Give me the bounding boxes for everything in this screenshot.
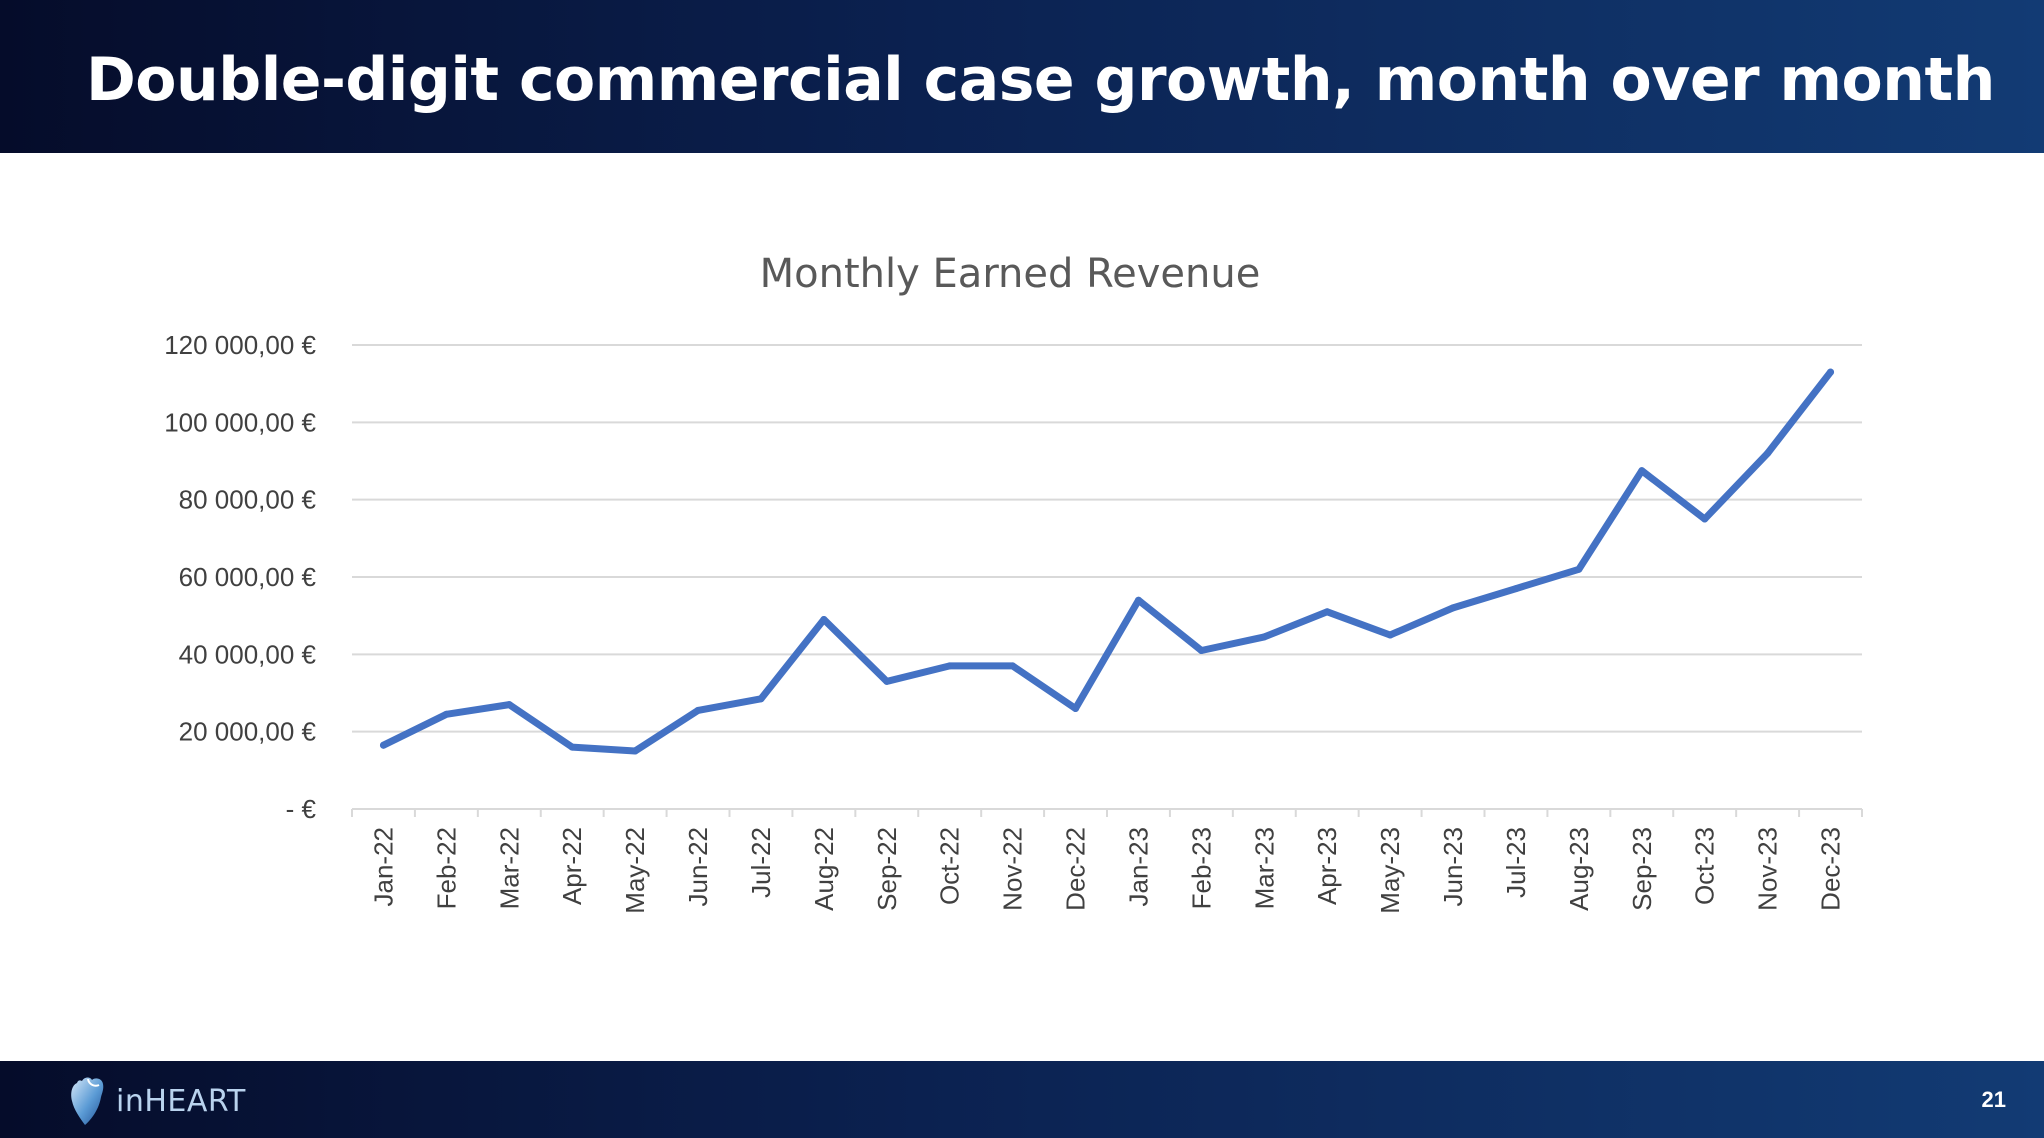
data-point — [1072, 704, 1080, 712]
slide-footer: inHEART 21 — [0, 1061, 2044, 1138]
y-tick-label: 100 000,00 € — [164, 407, 316, 437]
x-tick-label: Jul-22 — [746, 827, 776, 898]
y-tick-label: 120 000,00 € — [164, 330, 316, 360]
data-point — [1386, 631, 1394, 639]
data-point — [1827, 368, 1835, 376]
x-tick-label: Oct-23 — [1690, 827, 1720, 905]
x-tick-label: Jan-23 — [1123, 827, 1153, 907]
x-tick-label: Dec-22 — [1061, 827, 1091, 911]
page-number: 21 — [1981, 1087, 2006, 1112]
data-point — [1638, 467, 1646, 475]
x-tick-label: Mar-22 — [494, 827, 524, 909]
x-tick-label: Apr-22 — [557, 827, 587, 905]
chart-title: Monthly Earned Revenue — [760, 251, 1261, 297]
axes — [351, 808, 1863, 817]
data-point — [1134, 596, 1142, 604]
data-point — [1575, 565, 1583, 573]
x-tick-label: Nov-23 — [1753, 827, 1783, 911]
data-point — [1701, 515, 1709, 523]
y-tick-labels: - € 20 000,00 € 40 000,00 € 60 000,00 € 80 0… — [164, 330, 316, 824]
x-tick-labels: Jan-22 Feb-22 Mar-22 Apr-22 May-22 Jun-22 Jul-… — [368, 827, 1845, 914]
data-point — [505, 701, 513, 709]
x-tick-label: Feb-23 — [1186, 827, 1216, 909]
x-tick-label: Mar-23 — [1249, 827, 1279, 909]
slide-title: Double-digit commercial case growth, mon… — [86, 45, 1995, 115]
y-tick-label: 40 000,00 € — [179, 639, 317, 669]
x-tick-label: Feb-22 — [431, 827, 461, 909]
company-logo: inHEART — [68, 1073, 246, 1129]
x-tick-label: May-22 — [620, 827, 650, 914]
data-point — [820, 616, 828, 624]
x-tick-label: Nov-22 — [998, 827, 1028, 911]
x-tick-label: Jan-22 — [368, 827, 398, 907]
y-tick-label: 20 000,00 € — [179, 717, 317, 747]
data-point — [757, 695, 765, 703]
x-tick-label: Aug-22 — [809, 827, 839, 911]
data-point — [946, 662, 954, 670]
chart-area: Monthly Earned Revenue - € 20 000,00 € 40 … — [0, 153, 2044, 1061]
data-point — [568, 743, 576, 751]
data-point — [694, 706, 702, 714]
data-point — [1764, 449, 1772, 457]
data-point — [883, 677, 891, 685]
x-tick-label: Jun-23 — [1438, 827, 1468, 907]
data-point — [1449, 604, 1457, 612]
data-point — [1009, 662, 1017, 670]
x-tick-label: Dec-23 — [1816, 827, 1846, 911]
x-tick-label: Sep-22 — [872, 827, 902, 911]
y-tick-label: 60 000,00 € — [179, 562, 317, 592]
slide-header: Double-digit commercial case growth, mon… — [0, 0, 2044, 153]
revenue-series-line — [380, 368, 1834, 755]
data-point — [442, 710, 450, 718]
x-tick-label: Apr-23 — [1312, 827, 1342, 905]
y-tick-label: 80 000,00 € — [179, 485, 317, 515]
data-point — [1323, 608, 1331, 616]
series-layer — [379, 368, 1835, 755]
revenue-line-chart: Monthly Earned Revenue - € 20 000,00 € 40 … — [164, 251, 1863, 914]
data-point — [1512, 585, 1520, 593]
x-tick-label: Sep-23 — [1627, 827, 1657, 911]
x-tick-label: Jun-22 — [683, 827, 713, 907]
heart-logo-icon — [71, 1077, 104, 1125]
x-tick-label: May-23 — [1375, 827, 1405, 914]
x-tick-label: Oct-22 — [935, 827, 965, 905]
y-tick-label: - € — [286, 794, 317, 824]
x-tick-label: Jul-23 — [1501, 827, 1531, 898]
logo-text: inHEART — [116, 1083, 246, 1119]
gridlines — [352, 344, 1862, 733]
data-point — [1260, 633, 1268, 641]
x-tick-label: Aug-23 — [1564, 827, 1594, 911]
data-point — [1197, 646, 1205, 654]
data-point — [631, 747, 639, 755]
data-point — [379, 741, 387, 749]
